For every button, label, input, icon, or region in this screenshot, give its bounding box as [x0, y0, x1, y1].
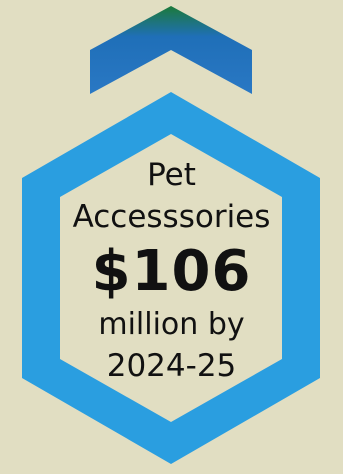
category-label: Pet — [147, 157, 196, 193]
category-label-line2: Accesssories — [72, 199, 271, 235]
unit-text: million by — [98, 307, 245, 342]
chevron-up-icon — [90, 6, 252, 94]
period-label: 2024-25 — [106, 348, 237, 384]
amount-value: $106 — [91, 239, 252, 304]
